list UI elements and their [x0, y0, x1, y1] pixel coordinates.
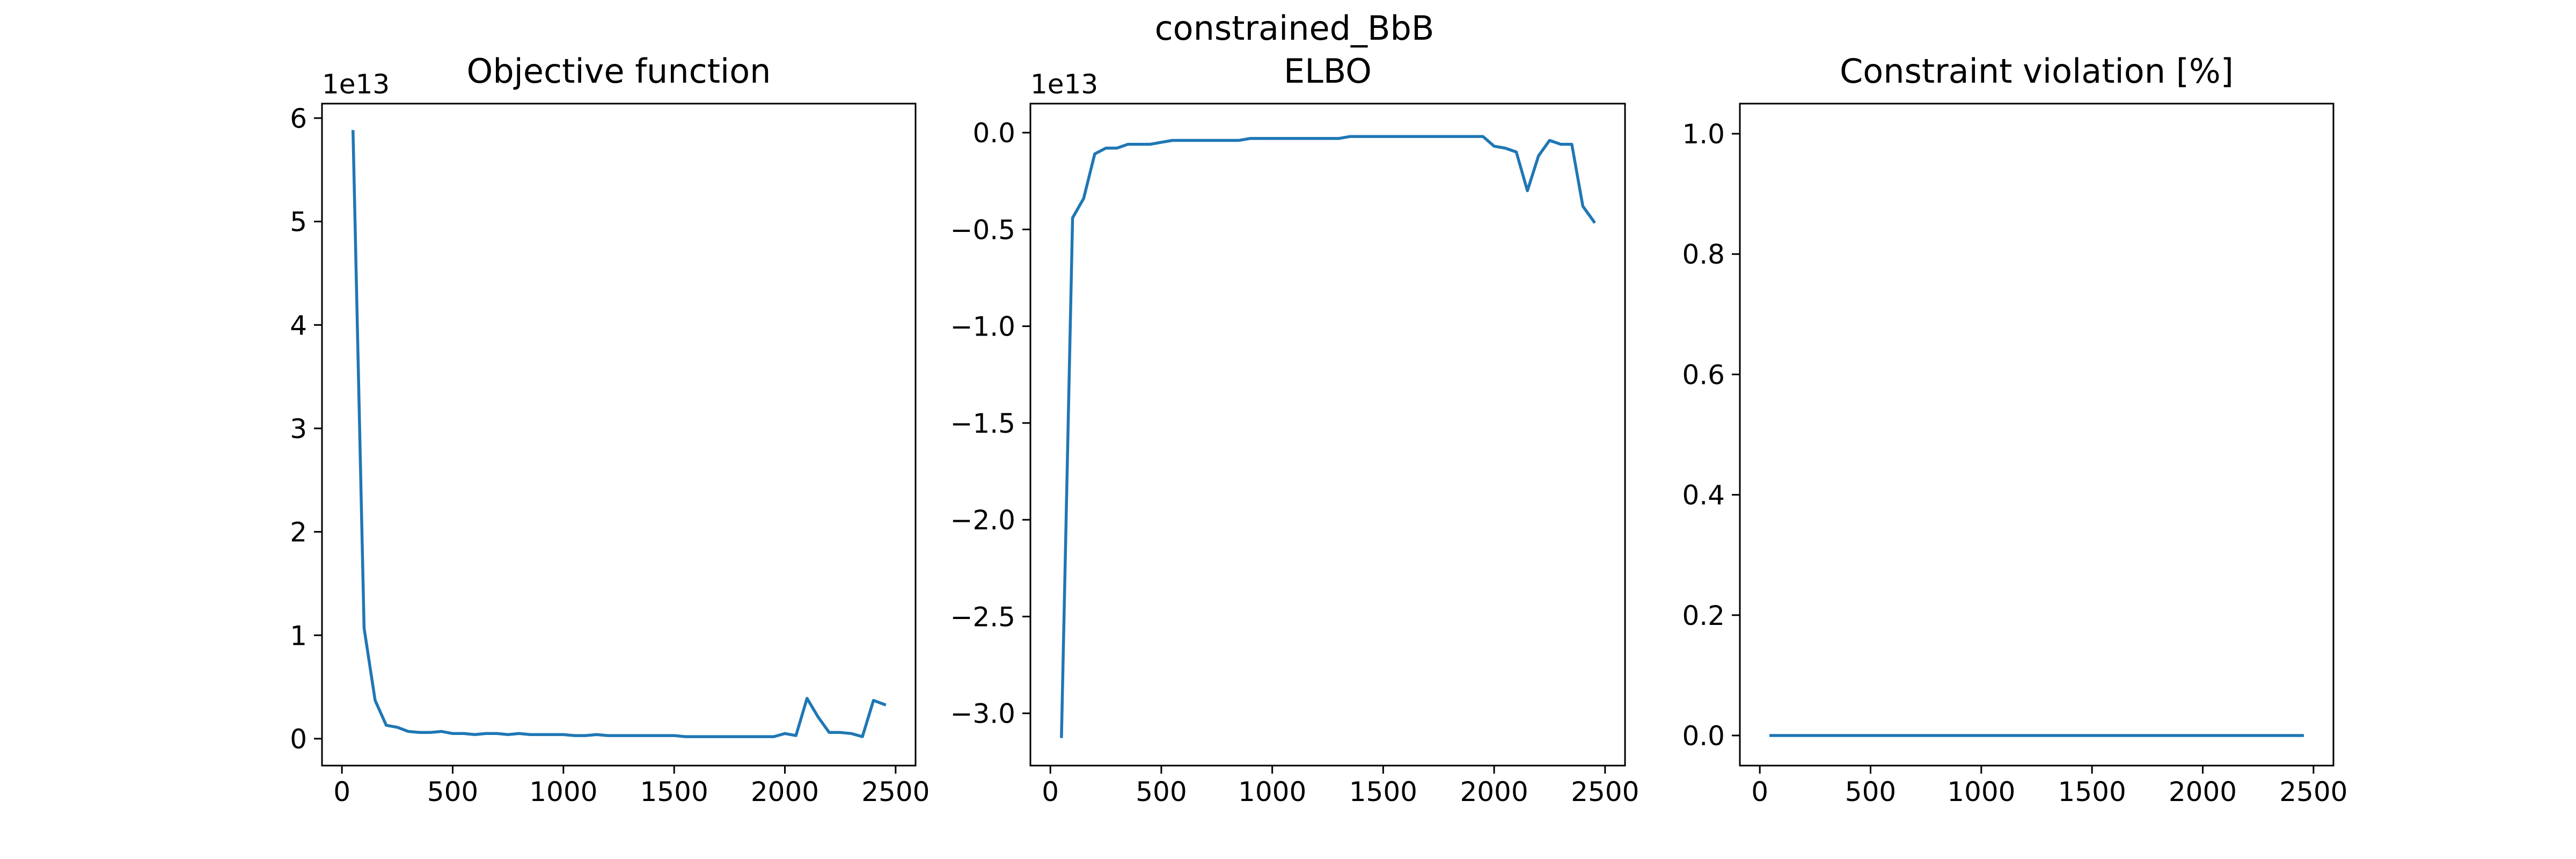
x-tick-label: 1000: [529, 776, 597, 807]
y-tick-label: −1.0: [950, 311, 1015, 343]
x-tick-label: 2500: [2279, 776, 2347, 807]
y-offset-label: 1e13: [1030, 69, 1098, 100]
x-tick-label: 1000: [1238, 776, 1306, 807]
series-line: [1060, 135, 1596, 738]
y-tick-label: 0.4: [1682, 480, 1725, 511]
y-tick-label: 2: [290, 517, 307, 548]
figure-suptitle: constrained_BbB: [1155, 9, 1435, 48]
y-tick-label: 0.2: [1682, 600, 1725, 631]
y-tick-label: −2.5: [950, 601, 1015, 632]
axes-frame: [1739, 103, 2334, 767]
x-tick-label: 1000: [1947, 776, 2015, 807]
x-tick-label: 0: [1751, 776, 1768, 807]
y-tick-label: 1.0: [1682, 119, 1725, 150]
x-tick-label: 500: [427, 776, 478, 807]
x-tick-label: 2500: [861, 776, 930, 807]
x-tick-label: 0: [333, 776, 350, 807]
y-tick-label: 6: [290, 103, 307, 134]
chart-objective-function: Objective function 1e13 0 500 1000 1500 2000…: [290, 52, 930, 807]
y-tick-label: 3: [290, 413, 307, 445]
x-tick-label: 1500: [640, 776, 708, 807]
y-tick-label: 1: [290, 620, 307, 651]
y-tick-label: 5: [290, 207, 307, 238]
y-tick-label: 0.8: [1682, 239, 1725, 270]
x-tick-label: 2000: [751, 776, 819, 807]
x-tick-label: 0: [1042, 776, 1059, 807]
chart-constraint-violation: Constraint violation [%] 0 500 1000 1500 200…: [1682, 52, 2347, 807]
y-tick-label: −3.0: [950, 698, 1015, 730]
x-tick-label: 2500: [1571, 776, 1639, 807]
chart-title: Constraint violation [%]: [1840, 52, 2234, 91]
x-tick-label: 2000: [1460, 776, 1528, 807]
x-tick-label: 500: [1845, 776, 1896, 807]
x-tick-label: 500: [1136, 776, 1187, 807]
y-tick-label: −1.5: [950, 408, 1015, 439]
chart-title: ELBO: [1284, 52, 1372, 91]
y-tick-label: −0.5: [950, 214, 1015, 245]
chart-title: Objective function: [467, 52, 771, 91]
y-tick-label: 0.6: [1682, 359, 1725, 390]
axes-frame: [321, 103, 917, 767]
y-tick-label: 0.0: [1682, 720, 1725, 752]
axes-frame: [1029, 103, 1626, 767]
chart-elbo: ELBO 1e13 0 500 1000 1500 2000 2500 0.0 −0.5 −1.…: [950, 52, 1640, 807]
x-tick-label: 2000: [2169, 776, 2237, 807]
y-offset-label: 1e13: [322, 69, 390, 100]
y-tick-label: 0.0: [972, 118, 1015, 149]
y-tick-label: 0: [290, 724, 307, 755]
x-tick-label: 1500: [2058, 776, 2126, 807]
series-line: [351, 130, 887, 738]
y-tick-label: 4: [290, 310, 307, 341]
x-tick-label: 1500: [1349, 776, 1417, 807]
y-tick-label: −2.0: [950, 505, 1015, 536]
